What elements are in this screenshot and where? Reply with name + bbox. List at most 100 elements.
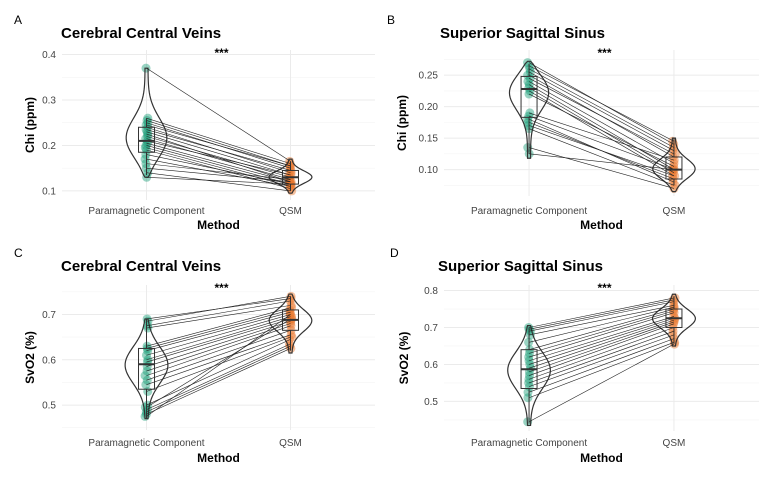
qsm-point bbox=[669, 317, 679, 327]
paramagnetic-point bbox=[141, 350, 151, 360]
y-tick-label: 0.5 bbox=[42, 401, 56, 412]
paired-line bbox=[146, 334, 291, 385]
paired-line bbox=[146, 136, 291, 178]
y-axis-title: SvO2 (%) bbox=[23, 331, 37, 384]
y-tick-label: 0.8 bbox=[424, 286, 438, 297]
qsm-point bbox=[670, 149, 680, 159]
paramagnetic-box bbox=[520, 75, 538, 118]
paired-line bbox=[146, 325, 291, 376]
x-tick-label: Paramagnetic Component bbox=[88, 206, 204, 217]
paramagnetic-point bbox=[141, 140, 151, 150]
paramagnetic-point bbox=[141, 380, 151, 390]
y-tick-label: 0.20 bbox=[419, 102, 439, 113]
qsm-box bbox=[665, 156, 683, 180]
panel-letter: D bbox=[390, 246, 399, 260]
paramagnetic-point bbox=[525, 64, 535, 74]
y-axis-title: Chi (ppm) bbox=[395, 95, 409, 151]
paired-line bbox=[146, 320, 291, 367]
paired-line bbox=[528, 125, 675, 177]
panel-title: Cerebral Central Veins bbox=[61, 258, 221, 275]
paired-line bbox=[528, 68, 675, 148]
y-axis-title: Chi (ppm) bbox=[23, 97, 37, 153]
x-tick-label: Paramagnetic Component bbox=[88, 438, 204, 449]
paired-line bbox=[146, 142, 291, 183]
paired-line bbox=[529, 153, 674, 170]
x-axis-title: Method bbox=[580, 451, 623, 465]
qsm-point bbox=[284, 334, 294, 344]
paired-line bbox=[146, 300, 291, 327]
paired-line bbox=[528, 84, 675, 170]
x-axis-title: Method bbox=[197, 451, 240, 465]
qsm-point bbox=[286, 330, 296, 340]
x-tick-label: QSM bbox=[279, 206, 302, 217]
panel-a: A Cerebral Central Veins 0.1 0.2 0.3 0.4 Param… bbox=[14, 13, 375, 232]
paired-line bbox=[528, 78, 675, 155]
paramagnetic-point bbox=[523, 393, 533, 403]
paired-line bbox=[146, 318, 291, 408]
paramagnetic-point bbox=[143, 386, 153, 396]
qsm-violin bbox=[651, 293, 696, 347]
paired-line bbox=[146, 167, 291, 183]
paired-line bbox=[146, 339, 291, 406]
paired-line bbox=[146, 138, 291, 180]
paired-line bbox=[528, 112, 675, 161]
panel-letter: B bbox=[387, 13, 395, 27]
paired-line bbox=[528, 115, 675, 170]
paramagnetic-point bbox=[140, 154, 150, 164]
y-tick-label: 0.15 bbox=[419, 134, 439, 145]
x-tick-label: Paramagnetic Component bbox=[471, 438, 587, 449]
x-axis-title: Method bbox=[580, 218, 623, 232]
paramagnetic-box bbox=[138, 347, 156, 390]
paired-line bbox=[528, 128, 675, 186]
x-tick-label: QSM bbox=[279, 438, 302, 449]
qsm-point bbox=[286, 300, 296, 310]
paramagnetic-point bbox=[523, 121, 533, 131]
paired-line bbox=[146, 147, 291, 187]
paired-line bbox=[528, 323, 675, 376]
paired-line bbox=[528, 93, 675, 167]
significance-marker: *** bbox=[214, 281, 228, 295]
paired-line bbox=[146, 296, 291, 322]
paired-line bbox=[146, 154, 291, 185]
paired-line bbox=[146, 145, 291, 185]
paired-line bbox=[146, 129, 291, 171]
paired-line bbox=[528, 334, 675, 387]
paired-line bbox=[146, 343, 291, 410]
qsm-violin bbox=[268, 293, 313, 354]
paired-line bbox=[146, 323, 291, 372]
paired-line bbox=[146, 307, 291, 347]
significance-marker: *** bbox=[597, 281, 611, 295]
paired-line bbox=[528, 301, 675, 332]
panel-title: Superior Sagittal Sinus bbox=[440, 25, 605, 42]
paramagnetic-box bbox=[138, 126, 156, 153]
paired-line bbox=[528, 310, 675, 354]
paired-line bbox=[146, 348, 291, 415]
panel-d: D Superior Sagittal Sinus 0.5 0.6 0.7 0.8 Para… bbox=[390, 246, 759, 465]
y-tick-label: 0.10 bbox=[419, 165, 439, 176]
paired-line bbox=[528, 297, 675, 328]
paired-line bbox=[146, 172, 291, 192]
paired-line bbox=[146, 124, 291, 167]
paired-line bbox=[146, 305, 291, 329]
paired-line bbox=[146, 176, 291, 185]
panel-title: Superior Sagittal Sinus bbox=[438, 258, 603, 275]
paired-line bbox=[528, 342, 675, 399]
paired-line bbox=[528, 343, 675, 423]
paired-line bbox=[528, 299, 675, 330]
panel-c: C Cerebral Central Veins 0.5 0.6 0.7 Paramagn… bbox=[14, 246, 375, 465]
y-tick-label: 0.6 bbox=[42, 355, 56, 366]
paramagnetic-point bbox=[143, 113, 153, 123]
y-axis-title: SvO2 (%) bbox=[397, 332, 411, 385]
paramagnetic-point bbox=[523, 70, 533, 80]
y-tick-label: 0.25 bbox=[419, 71, 439, 82]
paramagnetic-violin bbox=[125, 67, 168, 178]
paired-line bbox=[146, 67, 291, 162]
y-tick-label: 0.2 bbox=[42, 141, 56, 152]
paired-line bbox=[528, 305, 675, 336]
paired-line bbox=[146, 158, 291, 187]
paramagnetic-point bbox=[524, 374, 534, 384]
paired-line bbox=[528, 338, 675, 393]
significance-marker: *** bbox=[214, 46, 228, 60]
paired-line bbox=[528, 90, 675, 177]
paired-line bbox=[528, 319, 675, 369]
